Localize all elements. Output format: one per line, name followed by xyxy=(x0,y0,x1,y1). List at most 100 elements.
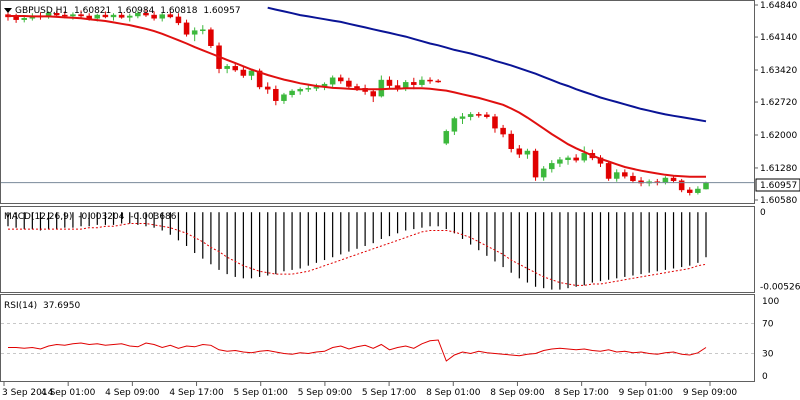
candle-body xyxy=(94,14,101,19)
dropdown-triangle-icon[interactable] xyxy=(4,8,12,13)
candle-body xyxy=(354,86,360,89)
macd-main-value: -0.003204 xyxy=(78,212,124,222)
price-y-tick-label: 1.61280 xyxy=(760,164,797,174)
candle-body xyxy=(581,153,588,161)
rsi-value: 37.6950 xyxy=(43,301,80,311)
candle-body xyxy=(118,14,125,18)
ohlc-close: 1.60957 xyxy=(203,6,240,16)
macd-panel-title: MACD(12,26,9) -0.003204 -0.003686 xyxy=(4,212,177,222)
price-y-tick-label: 1.62000 xyxy=(760,131,797,141)
candle-body xyxy=(70,14,76,17)
macd-panel-frame xyxy=(0,206,755,293)
rsi-y-tick-label: 70 xyxy=(762,320,774,330)
candle-body xyxy=(516,148,523,155)
candle-body xyxy=(411,82,417,85)
candle-body xyxy=(281,94,287,101)
rsi-y-tick-label: 30 xyxy=(762,350,774,360)
price-layer xyxy=(1,6,754,196)
candle-body xyxy=(687,189,693,193)
candle-body xyxy=(200,29,206,31)
candle-body xyxy=(703,182,709,190)
candle-body xyxy=(565,157,571,160)
candle-body xyxy=(500,127,506,135)
macd-signal-line xyxy=(8,223,707,286)
candle-body xyxy=(135,12,141,17)
macd-y-tick-label: -0.005263 xyxy=(760,282,800,292)
candle-body xyxy=(329,77,336,85)
candle-body xyxy=(378,79,385,97)
candle-body xyxy=(191,30,198,35)
candle-body xyxy=(678,180,685,191)
x-tick-label: 8 Sep 17:00 xyxy=(554,388,609,398)
candle-body xyxy=(13,16,19,20)
candle-body xyxy=(53,12,60,16)
candle-body xyxy=(224,66,230,69)
candle-body xyxy=(297,88,303,92)
current-price-tag: 1.60957 xyxy=(755,178,800,192)
candle-body xyxy=(532,150,539,178)
price-y-tick-label: 1.64840 xyxy=(760,1,797,11)
price-y-tick-label: 1.64140 xyxy=(760,33,797,43)
x-tick-label: 8 Sep 09:00 xyxy=(490,388,545,398)
candle-body xyxy=(143,12,149,16)
x-tick-label: 4 Sep 09:00 xyxy=(105,388,160,398)
macd-signal-value: -0.003686 xyxy=(130,212,176,222)
candle-body xyxy=(338,77,344,82)
x-tick-label: 8 Sep 01:00 xyxy=(426,388,481,398)
ohlc-low: 1.60818 xyxy=(160,6,197,16)
macd-y-tick-label: 0 xyxy=(760,208,766,218)
x-tick-label: 3 Sep 2014 xyxy=(2,388,54,398)
candle-body xyxy=(208,29,214,46)
candle-body xyxy=(305,88,312,90)
candle-body xyxy=(78,14,84,17)
candle-body xyxy=(467,114,474,117)
candle-body xyxy=(110,14,117,18)
candle-body xyxy=(289,90,295,95)
candle-body xyxy=(248,70,255,76)
rsi-y-tick-label: 100 xyxy=(762,297,779,307)
candle-body xyxy=(695,188,701,193)
price-panel-title: GBPUSD,H1 1.60821 1.60984 1.60818 1.6095… xyxy=(15,6,241,16)
ohlc-high: 1.60984 xyxy=(117,6,154,16)
macd-layer xyxy=(7,212,707,290)
candle-body xyxy=(622,172,628,177)
candle-body xyxy=(151,14,157,19)
price-y-tick-label: 1.63420 xyxy=(760,66,797,76)
ohlc-open: 1.60821 xyxy=(74,6,111,16)
candle-body xyxy=(394,85,401,89)
candle-body xyxy=(346,80,352,87)
candle-body xyxy=(86,15,92,19)
candle-body xyxy=(451,118,458,132)
rsi-panel-title: RSI(14) 37.6950 xyxy=(4,301,80,311)
candle-body xyxy=(402,82,409,89)
candle-body xyxy=(435,80,441,83)
candle-body xyxy=(524,150,531,155)
rsi-panel-frame xyxy=(0,294,755,382)
candle-body xyxy=(427,79,433,82)
x-tick-label: 5 Sep 01:00 xyxy=(234,388,289,398)
candle-body xyxy=(557,159,563,164)
candle-body xyxy=(167,14,174,18)
candle-body xyxy=(573,157,579,161)
candle-body xyxy=(670,177,677,182)
candle-body xyxy=(540,168,547,178)
candle-body xyxy=(419,79,425,85)
candle-body xyxy=(662,177,669,183)
candle-body xyxy=(443,131,450,144)
candle-body xyxy=(508,133,514,149)
price-panel-header: GBPUSD,H1 1.60821 1.60984 1.60818 1.6095… xyxy=(4,6,241,16)
candle-body xyxy=(62,14,68,17)
price-y-tick-label: 1.60580 xyxy=(760,196,797,206)
slow-ma-line xyxy=(267,6,707,123)
candle-body xyxy=(484,114,490,117)
candle-body xyxy=(175,16,182,24)
candle-body xyxy=(630,175,636,182)
candle-body xyxy=(126,15,133,18)
candle-body xyxy=(459,116,466,119)
candle-body xyxy=(256,70,263,88)
rsi-line xyxy=(8,339,707,362)
x-tick-label: 5 Sep 09:00 xyxy=(298,388,353,398)
